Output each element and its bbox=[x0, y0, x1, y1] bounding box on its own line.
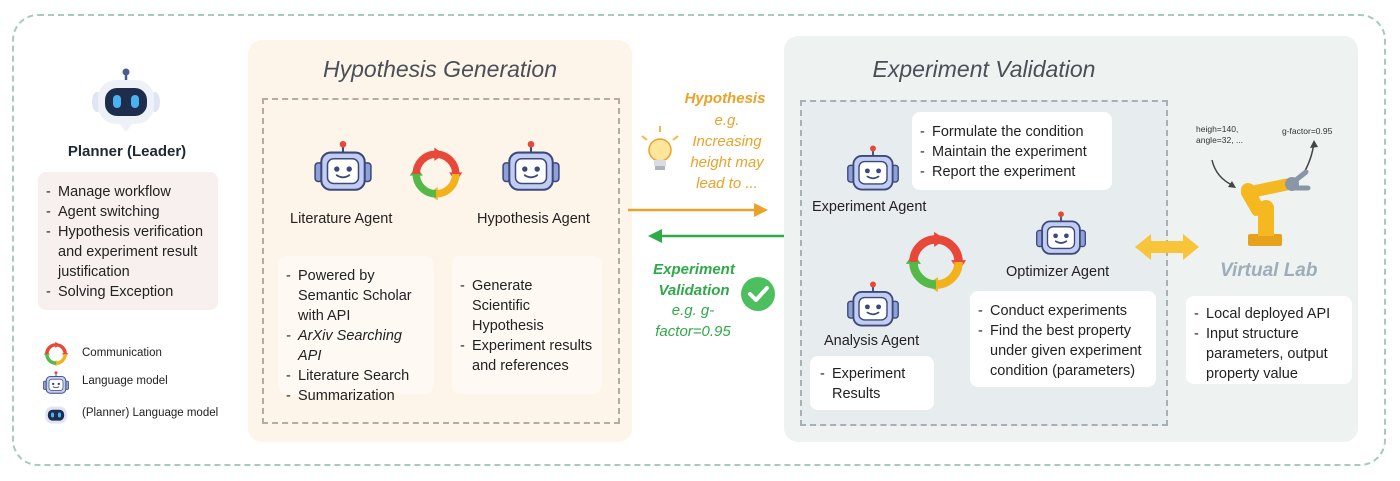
literature-agent-label: Literature Agent bbox=[290, 211, 393, 227]
literature-agent-box: Powered by Semantic Scholar with API ArX… bbox=[278, 256, 434, 406]
list-item: Report the experiment bbox=[920, 162, 1104, 182]
hypothesis-agent-box: Generate Scientific Hypothesis Experimen… bbox=[452, 256, 602, 394]
list-item: Local deployed API bbox=[1194, 304, 1344, 324]
hypothesis-generation-title: Hypothesis Generation bbox=[323, 56, 557, 82]
list-item: ArXiv Searching API bbox=[286, 326, 426, 366]
hypothesis-agent-label: Hypothesis Agent bbox=[477, 211, 590, 227]
list-item: Maintain the experiment bbox=[920, 142, 1104, 162]
hypothesis-dashed-frame bbox=[262, 98, 620, 424]
list-item: Summarization bbox=[286, 386, 426, 406]
analysis-agent-robot-icon bbox=[845, 280, 901, 330]
list-item: Manage workflow bbox=[46, 182, 210, 202]
legend-communication: Communication bbox=[82, 347, 162, 359]
legend-cycle-icon bbox=[42, 340, 70, 368]
list-item: Experiment results and references bbox=[460, 336, 594, 376]
legend-language-model: Language model bbox=[82, 375, 168, 387]
list-item: Solving Exception bbox=[46, 282, 210, 302]
list-item: Input structure parameters, output prope… bbox=[1194, 324, 1344, 384]
list-item: Powered by Semantic Scholar with API bbox=[286, 266, 426, 326]
list-item: Conduct experiments bbox=[978, 301, 1148, 321]
planner-tasks-box: Manage workflow Agent switching Hypothes… bbox=[38, 172, 218, 310]
list-item: Literature Search bbox=[286, 366, 426, 386]
hypothesis-message-title: Hypothesis bbox=[684, 90, 766, 107]
lightbulb-icon bbox=[640, 126, 680, 178]
double-arrow-icon bbox=[1135, 232, 1199, 262]
validation-arrow bbox=[648, 228, 786, 244]
experiment-agent-box: Formulate the condition Maintain the exp… bbox=[912, 112, 1112, 190]
list-item: Agent switching bbox=[46, 202, 210, 222]
experiment-agent-label: Experiment Agent bbox=[812, 199, 927, 215]
hypothesis-arrow bbox=[628, 202, 768, 218]
validation-message-example: e.g. g-factor=0.95 bbox=[655, 302, 731, 340]
optimizer-agent-box: Conduct experiments Find the best proper… bbox=[970, 291, 1156, 387]
list-item: Hypothesis verification and experiment r… bbox=[46, 222, 210, 282]
virtual-lab-output-note: g-factor=0.95 bbox=[1282, 126, 1333, 136]
optimizer-agent-robot-icon bbox=[1034, 210, 1088, 258]
outer-frame bbox=[12, 14, 1386, 466]
robot-arm-icon bbox=[1208, 140, 1338, 252]
legend-planner-robot-icon bbox=[42, 402, 70, 426]
list-item: Find the best property under given exper… bbox=[978, 321, 1148, 381]
hypothesis-message-example: e.g. Increasing height may lead to ... bbox=[690, 112, 764, 192]
virtual-lab-input-note: heigh=140, angle=32, ... bbox=[1196, 124, 1244, 145]
planner-robot-icon bbox=[90, 68, 162, 136]
analysis-agent-box: Experiment Results bbox=[810, 356, 934, 410]
experiment-validation-title: Experiment Validation bbox=[872, 56, 1096, 82]
cycle-icon bbox=[904, 230, 968, 294]
experiment-agent-robot-icon bbox=[845, 144, 901, 194]
legend-planner-language-model: (Planner) Language model bbox=[82, 407, 219, 419]
hypothesis-agent-robot-icon bbox=[500, 139, 562, 194]
virtual-lab-title: Virtual Lab bbox=[1220, 260, 1318, 281]
list-item: Generate Scientific Hypothesis bbox=[460, 276, 594, 336]
cycle-icon bbox=[408, 146, 464, 202]
list-item: Formulate the condition bbox=[920, 122, 1104, 142]
optimizer-agent-label: Optimizer Agent bbox=[1006, 264, 1110, 280]
virtual-lab-box: Local deployed API Input structure param… bbox=[1186, 296, 1352, 384]
check-circle-icon bbox=[740, 276, 776, 312]
analysis-agent-label: Analysis Agent bbox=[824, 333, 920, 349]
literature-agent-robot-icon bbox=[312, 139, 374, 194]
legend-robot-icon bbox=[42, 370, 70, 396]
planner-title: Planner (Leader) bbox=[67, 143, 187, 160]
validation-message-title: Experiment Validation bbox=[653, 261, 735, 299]
list-item: Experiment Results bbox=[820, 364, 926, 404]
